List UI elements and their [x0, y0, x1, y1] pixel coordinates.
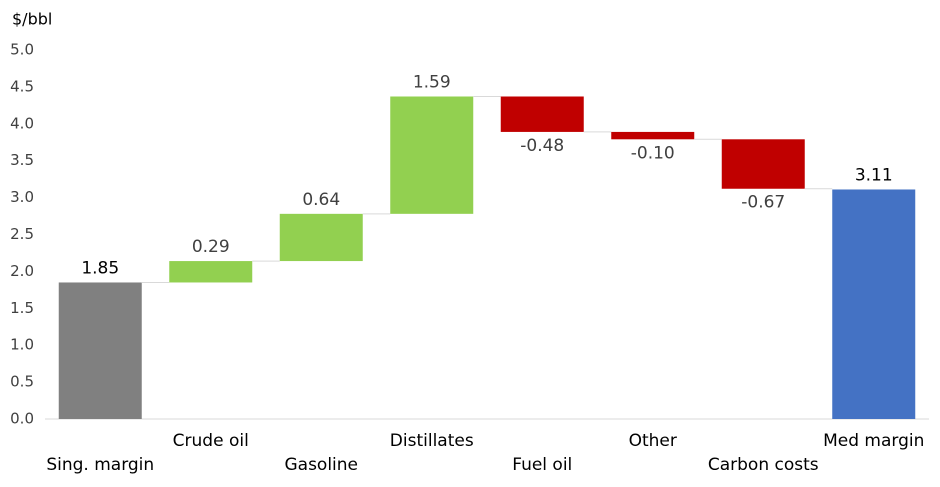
bar: [169, 261, 253, 283]
data-label: -0.48: [520, 136, 564, 156]
data-label: -0.10: [631, 143, 675, 163]
x-tick-label: Distillates: [390, 431, 474, 451]
bar: [58, 282, 142, 419]
y-tick-label: 1.0: [10, 336, 34, 354]
x-tick-label: Gasoline: [284, 455, 358, 475]
y-axis-label: $/bbl: [12, 10, 52, 29]
x-tick-label: Other: [629, 431, 677, 451]
bar: [279, 213, 363, 262]
y-tick-label: 2.5: [10, 225, 34, 243]
data-label: 0.64: [302, 190, 340, 210]
bar: [611, 131, 695, 140]
bar: [390, 96, 474, 214]
x-tick-label: Sing. margin: [46, 455, 154, 475]
bar: [721, 139, 805, 189]
y-tick-label: 5.0: [10, 41, 34, 59]
data-label: 3.11: [855, 165, 893, 185]
data-label: -0.67: [741, 193, 785, 213]
data-label: 1.85: [81, 258, 119, 278]
x-tick-label: Crude oil: [173, 431, 249, 451]
bar: [500, 96, 584, 132]
x-tick-label: Fuel oil: [512, 455, 572, 475]
x-tick-label: Med margin: [823, 431, 924, 451]
y-tick-label: 3.0: [10, 188, 34, 206]
x-tick-label: Carbon costs: [708, 455, 819, 475]
y-tick-label: 4.0: [10, 114, 34, 132]
y-tick-label: 3.5: [10, 151, 34, 169]
bar: [832, 189, 916, 419]
y-tick-label: 4.5: [10, 77, 34, 95]
y-tick-label: 1.5: [10, 299, 34, 317]
y-tick-label: 0.0: [10, 410, 34, 428]
y-tick-label: 2.0: [10, 262, 34, 280]
y-tick-label: 0.5: [10, 373, 34, 391]
data-label: 0.29: [192, 237, 230, 257]
data-label: 1.59: [413, 72, 451, 92]
